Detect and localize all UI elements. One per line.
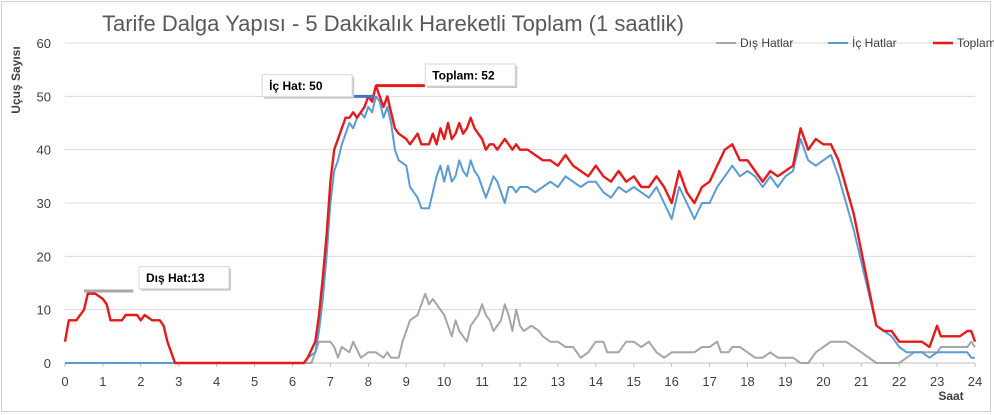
- x-tick-label: 20: [816, 374, 830, 389]
- x-tick-label: 9: [403, 374, 410, 389]
- x-tick-label: 4: [213, 374, 220, 389]
- annotation-box: [424, 63, 516, 87]
- x-tick-label: 10: [437, 374, 451, 389]
- x-axis-label: Saat: [938, 389, 963, 403]
- x-tick-label: 3: [175, 374, 182, 389]
- series-group: [63, 84, 977, 365]
- legend: Dış Hatlar İç Hatlar Toplam: [716, 36, 994, 50]
- x-tick-label: 18: [740, 374, 754, 389]
- x-tick-label: 2: [137, 374, 144, 389]
- x-tick-label: 6: [289, 374, 296, 389]
- x-tick-label: 13: [551, 374, 565, 389]
- y-tick-labels: 0 10 20 30 40 50 60: [37, 36, 51, 371]
- x-tick-label: 7: [327, 374, 334, 389]
- gridlines: [65, 42, 975, 311]
- annotation-box: [261, 74, 353, 98]
- x-tick-label: 12: [513, 374, 527, 389]
- y-tick-label: 10: [37, 303, 51, 318]
- x-tick-label: 23: [930, 374, 944, 389]
- series-line-0: [64, 292, 976, 364]
- y-tick-label: 20: [37, 249, 51, 264]
- y-tick-label: 60: [37, 36, 51, 51]
- series-line-2: [63, 84, 977, 365]
- annotation-box: [138, 266, 230, 290]
- x-tick-label: 15: [627, 374, 641, 389]
- legend-label: Dış Hatlar: [740, 36, 793, 50]
- x-tick-label: 1: [99, 374, 106, 389]
- annotation-label: Dış Hat:13: [146, 271, 205, 285]
- y-tick-label: 50: [37, 89, 51, 104]
- x-tick-label: 17: [702, 374, 716, 389]
- x-tick-label: 11: [475, 374, 489, 389]
- x-tick-label: 14: [589, 374, 603, 389]
- x-tick-label: 8: [365, 374, 372, 389]
- x-tick-label: 21: [854, 374, 868, 389]
- legend-label: İç Hatlar: [852, 36, 897, 50]
- chart-title: Tarife Dalga Yapısı - 5 Dakikalık Hareke…: [102, 11, 684, 36]
- x-tick-label: 16: [664, 374, 678, 389]
- x-tick-labels: 0 1 2 3 4 5 6 7 8 9 10 11 12 13 14 15 16 17 18 19 20 21 22 23 24: [61, 363, 982, 389]
- annotation-label: Toplam: 52: [432, 69, 495, 83]
- annotations-group: Dış Hat:13 İç Hat: 50 Toplam: 52: [83, 63, 518, 293]
- series-line-1: [65, 95, 975, 364]
- y-tick-label: 40: [37, 143, 51, 158]
- x-tick-label: 24: [968, 374, 982, 389]
- x-tick-label: 19: [778, 374, 792, 389]
- y-axis-label: Uçuş Sayısı: [9, 46, 23, 113]
- annotation-label: İç Hat: 50: [269, 78, 323, 93]
- y-tick-label: 30: [37, 196, 51, 211]
- x-tick-label: 5: [251, 374, 258, 389]
- y-tick-label: 0: [44, 356, 51, 371]
- legend-label: Toplam: [957, 36, 994, 50]
- x-tick-label: 22: [892, 374, 906, 389]
- x-tick-label: 0: [61, 374, 68, 389]
